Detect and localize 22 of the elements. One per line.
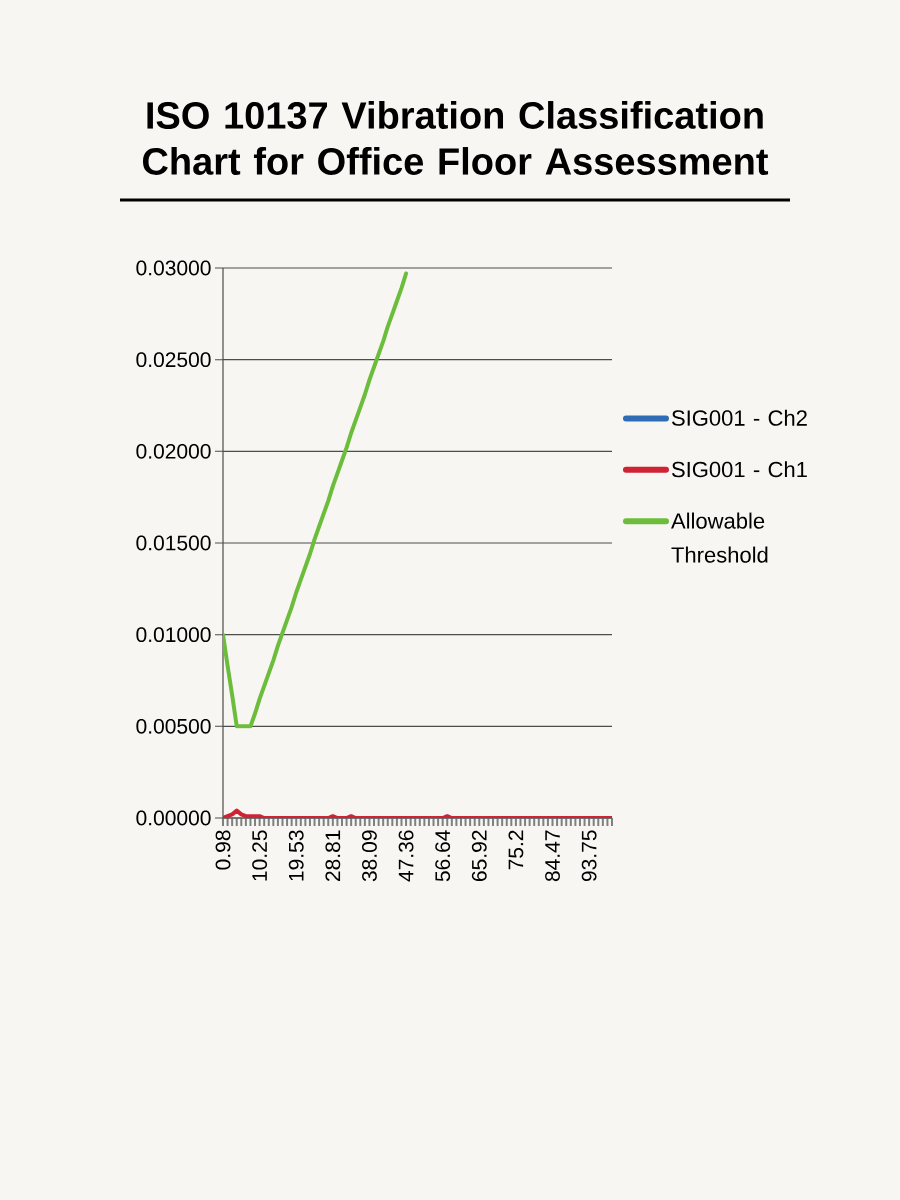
- y-tick-label: 0.00500: [136, 718, 211, 734]
- y-tick-label: 0.02000: [136, 443, 211, 459]
- x-tick-label: 28.81: [325, 830, 341, 882]
- y-tick-label: 0.02500: [136, 352, 211, 368]
- x-tick-label: 10.25: [252, 830, 268, 881]
- x-tick-label: 65.92: [471, 830, 487, 882]
- y-tick-label: 0.00000: [136, 810, 211, 826]
- chart-title: ISO 10137 Vibration Classification Chart for Office Floor Assessment: [142, 101, 769, 175]
- y-tick-label: 0.01500: [136, 535, 211, 551]
- x-tick-label: 84.47: [545, 830, 560, 882]
- x-tick-label: 93.75: [581, 830, 597, 882]
- x-tick-label: 47.36: [398, 830, 414, 882]
- x-tick-label: 38.09: [362, 830, 377, 882]
- legend-label: SIG001 - Ch1: [671, 461, 807, 478]
- legend-label: SIG001 - Ch2: [671, 409, 807, 426]
- y-tick-label: 0.03000: [136, 260, 211, 276]
- x-tick-label: 75.2: [508, 830, 524, 870]
- y-tick-label: 0.01000: [136, 627, 211, 643]
- x-tick-label: 56.64: [435, 830, 451, 882]
- x-tick-label: 19.53: [288, 830, 304, 881]
- legend-label: Allowable Threshold: [671, 512, 768, 563]
- x-tick-label: 0.98: [215, 830, 231, 870]
